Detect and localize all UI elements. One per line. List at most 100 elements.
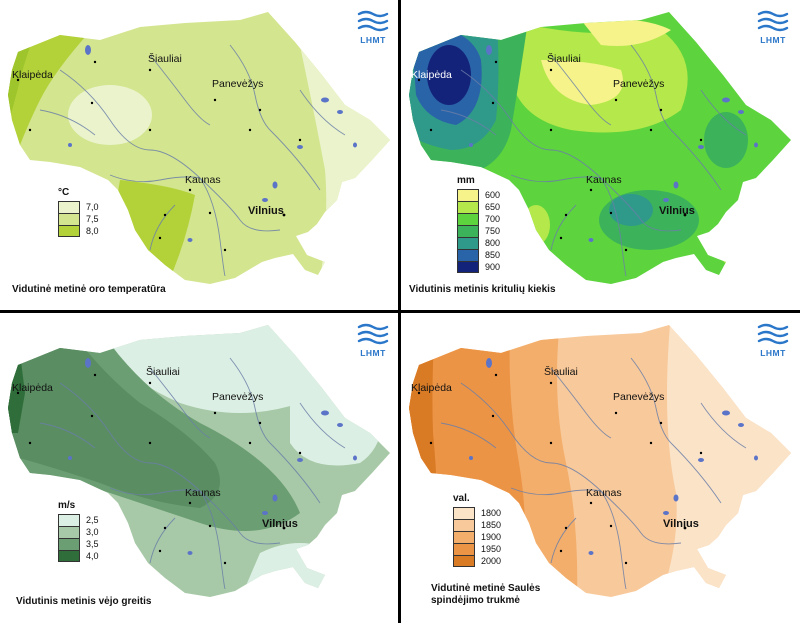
city-siauliai: Šiauliai xyxy=(547,53,581,65)
legend-swatch xyxy=(457,201,479,213)
prec-zone-650-south xyxy=(522,205,550,245)
legend-row: 600 xyxy=(457,189,500,201)
prec-zone-650-se xyxy=(716,210,766,270)
legend-swatch xyxy=(457,249,479,261)
legend-unit: m/s xyxy=(58,500,76,511)
precipitation-legend: mm 600 650 700 750 800 850 900 xyxy=(457,175,500,273)
legend-row: 1900 xyxy=(453,531,501,543)
city-vilnius: Vilnius xyxy=(659,205,695,217)
logo-text: LHMT xyxy=(360,348,386,358)
legend-row: 700 xyxy=(457,213,500,225)
legend-swatch xyxy=(58,514,80,526)
city-klaipeda: Klaipėda xyxy=(12,382,53,394)
lhmt-logo: LHMT xyxy=(753,10,793,45)
legend-row: 2,5 xyxy=(58,514,99,526)
city-vilnius: Vilnius xyxy=(262,518,298,530)
city-siauliai: Šiauliai xyxy=(544,366,578,378)
legend-row: 1850 xyxy=(453,519,501,531)
legend-label: 3,0 xyxy=(86,527,99,537)
legend-row: 3,5 xyxy=(58,538,99,550)
city-siauliai: Šiauliai xyxy=(146,366,180,378)
wave-icon xyxy=(357,323,389,345)
sun-zone-1800-east xyxy=(651,325,791,597)
prec-zone-600-ne xyxy=(581,18,671,46)
city-siauliai: Šiauliai xyxy=(148,53,182,65)
wind-zone-3-5-core xyxy=(8,325,220,508)
legend-label: 900 xyxy=(485,262,501,272)
legend-row: 7,0 xyxy=(58,201,99,213)
city-klaipeda: Klaipėda xyxy=(411,69,452,81)
city-vilnius: Vilnius xyxy=(248,205,284,217)
city-kaunas: Kaunas xyxy=(185,174,221,186)
sunshine-legend: val. 1800 1850 1900 1950 2000 xyxy=(453,493,501,567)
temp-zone-8-0-south xyxy=(100,180,195,284)
sun-zone-2000 xyxy=(409,325,438,597)
legend-row: 3,0 xyxy=(58,526,99,538)
city-panevezys: Panevėžys xyxy=(613,78,665,90)
legend-unit: °C xyxy=(58,187,70,198)
sunshine-panel: Klaipėda Šiauliai Panevėžys Kaunas Vilni… xyxy=(401,313,800,623)
wind-zone-4-0-coast xyxy=(8,353,25,433)
legend-row: 650 xyxy=(457,201,500,213)
city-klaipeda: Klaipėda xyxy=(12,69,53,81)
wave-icon xyxy=(757,10,789,32)
legend-row: 7,5 xyxy=(58,213,99,225)
legend-row: 900 xyxy=(457,261,500,273)
city-kaunas: Kaunas xyxy=(586,487,622,499)
legend-label: 1950 xyxy=(481,544,502,554)
prec-zone-750-east xyxy=(704,112,748,168)
legend-label: 700 xyxy=(485,214,501,224)
precipitation-map xyxy=(409,12,791,284)
legend-swatch xyxy=(58,225,80,237)
legend-swatch xyxy=(457,261,479,273)
legend-label: 7,5 xyxy=(86,214,99,224)
lhmt-logo: LHMT xyxy=(353,323,393,358)
legend-swatch xyxy=(457,237,479,249)
logo-text: LHMT xyxy=(760,348,786,358)
city-kaunas: Kaunas xyxy=(586,174,622,186)
wind-zone-2-5-east xyxy=(290,370,383,466)
legend-label: 1850 xyxy=(481,520,502,530)
legend-label: 7,0 xyxy=(86,202,99,212)
city-kaunas: Kaunas xyxy=(185,487,221,499)
legend-swatch xyxy=(58,526,80,538)
legend-label: 2,5 xyxy=(86,515,99,525)
wind-map xyxy=(8,325,390,597)
wind-caption: Vidutinis metinis vėjo greitis xyxy=(16,596,152,607)
city-panevezys: Panevėžys xyxy=(212,78,264,90)
sun-zone-1950 xyxy=(409,325,526,597)
city-klaipeda: Klaipėda xyxy=(411,382,452,394)
city-vilnius: Vilnius xyxy=(663,518,699,530)
legend-row: 800 xyxy=(457,237,500,249)
legend-swatch xyxy=(453,519,475,531)
legend-label: 750 xyxy=(485,226,501,236)
precipitation-panel: Klaipėda Šiauliai Panevėžys Kaunas Vilni… xyxy=(401,0,800,310)
prec-zone-800-vilnius xyxy=(609,194,653,226)
legend-swatch xyxy=(457,213,479,225)
legend-row: 4,0 xyxy=(58,550,99,562)
legend-swatch xyxy=(453,531,475,543)
logo-text: LHMT xyxy=(360,35,386,45)
legend-label: 850 xyxy=(485,250,501,260)
legend-label: 4,0 xyxy=(86,551,99,561)
prec-zone-900-west xyxy=(427,45,471,105)
city-panevezys: Panevėžys xyxy=(212,391,264,403)
wave-icon xyxy=(357,10,389,32)
legend-label: 800 xyxy=(485,238,501,248)
wind-panel: Klaipėda Šiauliai Panevėžys Kaunas Vilni… xyxy=(0,313,398,623)
lhmt-logo: LHMT xyxy=(753,323,793,358)
temp-zone-7-0-center xyxy=(68,85,152,145)
legend-row: 2000 xyxy=(453,555,501,567)
legend-swatch xyxy=(58,550,80,562)
legend-label: 3,5 xyxy=(86,539,99,549)
legend-row: 1800 xyxy=(453,507,501,519)
wave-icon xyxy=(757,323,789,345)
temperature-caption: Vidutinė metinė oro temperatūra xyxy=(12,284,166,295)
legend-row: 850 xyxy=(457,249,500,261)
legend-label: 650 xyxy=(485,202,501,212)
legend-label: 600 xyxy=(485,190,501,200)
sunshine-map xyxy=(409,325,791,597)
sunshine-caption: Vidutinė metinė Saulės spindėjimo trukmė xyxy=(431,583,541,606)
legend-label: 1900 xyxy=(481,532,502,542)
lhmt-logo: LHMT xyxy=(353,10,393,45)
